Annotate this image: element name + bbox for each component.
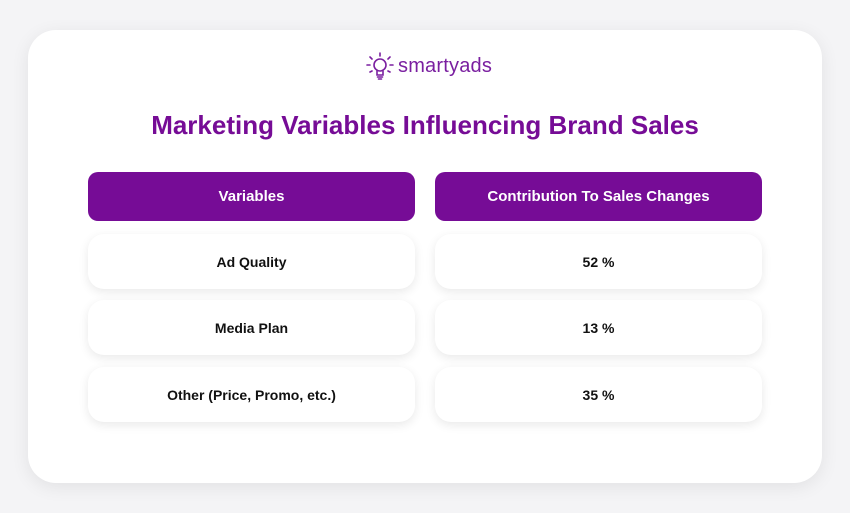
logo-text: smartyads: [398, 54, 493, 77]
table-row-variable: Other (Price, Promo, etc.): [88, 367, 415, 422]
header-contribution: Contribution To Sales Changes: [435, 172, 762, 221]
page-title: Marketing Variables Influencing Brand Sa…: [151, 110, 699, 140]
header-variables: Variables: [88, 172, 415, 221]
table-row-variable: Ad Quality: [88, 234, 415, 289]
table-row-value: 35 %: [435, 367, 762, 422]
table-row-value: 13 %: [435, 300, 762, 355]
logo: smartyads: [366, 50, 492, 82]
table-row-value: 52 %: [435, 234, 762, 289]
table-row-variable: Media Plan: [88, 300, 415, 355]
lightbulb-icon: [366, 52, 394, 80]
